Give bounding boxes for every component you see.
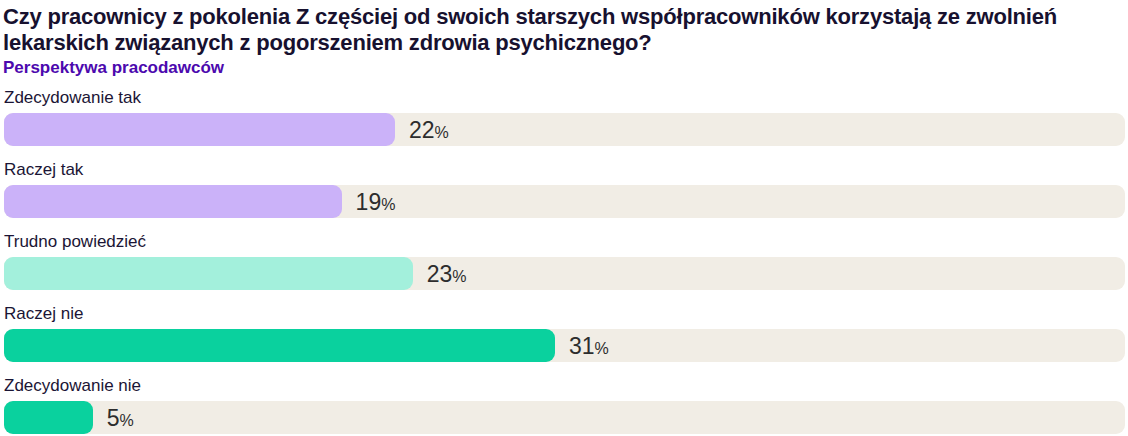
bar-fill (4, 185, 342, 218)
chart-row-zdecydowanie-nie: Zdecydowanie nie 5% (4, 376, 1128, 434)
bar-chart: Zdecydowanie tak 22% Raczej tak 19% Trud… (4, 88, 1128, 434)
bar-track: 31% (4, 329, 1125, 362)
bar-track: 19% (4, 185, 1125, 218)
value-number: 5 (107, 404, 120, 430)
category-label: Trudno powiedzieć (4, 232, 1128, 252)
value-label: 5% (107, 404, 134, 431)
bar-track: 23% (4, 257, 1125, 290)
chart-title: Czy pracownicy z pokolenia Z częściej od… (3, 4, 1065, 56)
category-label: Zdecydowanie tak (4, 88, 1128, 108)
value-number: 19 (356, 188, 382, 214)
percent-sign: % (452, 267, 466, 284)
chart-subtitle: Perspektywa pracodawców (3, 58, 1128, 78)
value-number: 23 (427, 260, 453, 286)
value-label: 23% (427, 260, 467, 287)
percent-sign: % (594, 339, 608, 356)
category-label: Zdecydowanie nie (4, 376, 1128, 396)
value-label: 19% (356, 188, 396, 215)
bar-fill (4, 257, 413, 290)
chart-row-zdecydowanie-tak: Zdecydowanie tak 22% (4, 88, 1128, 146)
category-label: Raczej nie (4, 304, 1128, 324)
category-label: Raczej tak (4, 160, 1128, 180)
bar-track: 22% (4, 113, 1125, 146)
percent-sign: % (381, 195, 395, 212)
chart-row-raczej-tak: Raczej tak 19% (4, 160, 1128, 218)
chart-row-raczej-nie: Raczej nie 31% (4, 304, 1128, 362)
value-number: 31 (569, 332, 595, 358)
chart-page: Czy pracownicy z pokolenia Z częściej od… (0, 0, 1128, 434)
bar-fill (4, 329, 555, 362)
bar-fill (4, 401, 93, 434)
percent-sign: % (120, 411, 134, 428)
bar-track: 5% (4, 401, 1125, 434)
value-number: 22 (409, 116, 435, 142)
value-label: 31% (569, 332, 609, 359)
chart-row-trudno-powiedziec: Trudno powiedzieć 23% (4, 232, 1128, 290)
value-label: 22% (409, 116, 449, 143)
percent-sign: % (434, 123, 448, 140)
bar-fill (4, 113, 395, 146)
